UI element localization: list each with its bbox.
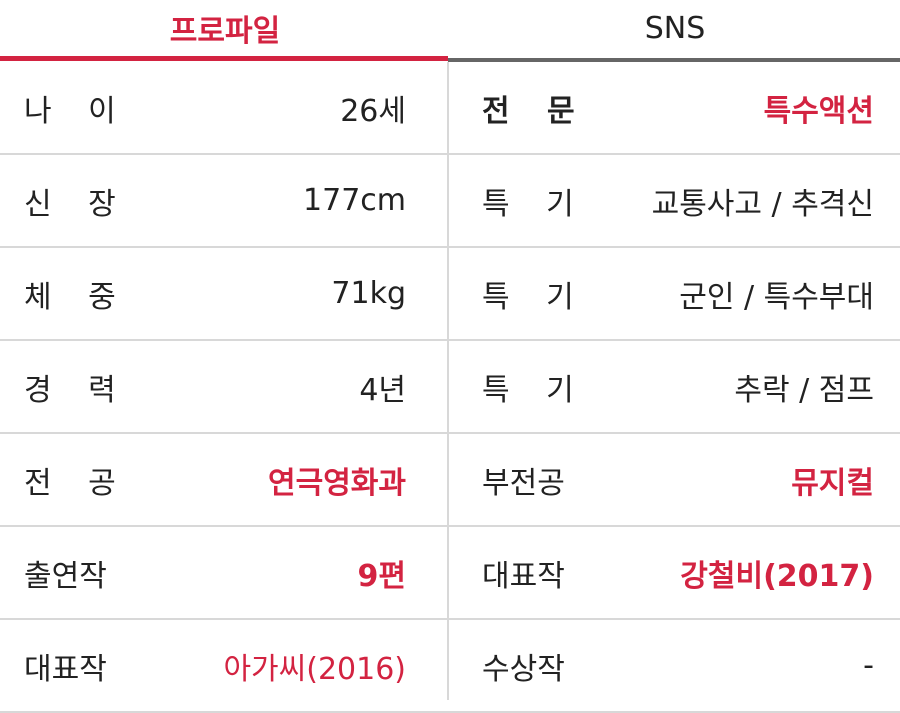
career-label: 경 력 [24,372,130,408]
tab-sns[interactable]: SNS [644,10,706,46]
table-row: 출연작 9편 대표작 강철비(2017) [0,527,900,620]
age-label: 나 이 [24,93,130,129]
award-work-label: 수상작 [482,651,565,687]
height-label: 신 장 [24,186,130,222]
weight-label: 체 중 [24,279,130,315]
skill-value: 추락 / 점프 [734,372,874,408]
representative-work-label: 대표작 [482,558,565,594]
table-row: 신 장 177cm 특 기 교통사고 / 추격신 [0,155,900,248]
profile-tabs: 프로파일 SNS [0,0,900,62]
skill-value: 군인 / 특수부대 [679,279,874,315]
appearances-value: 9편 [357,558,406,594]
minor-label: 부전공 [482,465,565,501]
representative-work-value: 강철비(2017) [680,558,874,594]
table-row: 체 중 71kg 특 기 군인 / 특수부대 [0,248,900,341]
skill-label: 특 기 [482,186,588,222]
weight-value: 71kg [331,276,406,311]
specialty-label: 전 문 [482,93,589,129]
profile-table: 나 이 26세 전 문 특수액션 신 장 177cm 특 기 교통사고 / 추격… [0,62,900,713]
career-value: 4년 [359,372,406,408]
major-value: 연극영화과 [268,465,406,501]
age-value: 26세 [340,93,406,129]
height-value: 177cm [303,183,406,218]
representative-work-label: 대표작 [24,651,107,687]
skill-value: 교통사고 / 추격신 [651,186,874,222]
major-label: 전 공 [24,465,130,501]
skill-label: 특 기 [482,372,588,408]
table-row: 경 력 4년 특 기 추락 / 점프 [0,341,900,434]
inactive-tab-underline [448,58,900,62]
table-row: 대표작 아가씨(2016) 수상작 - [0,620,900,713]
appearances-label: 출연작 [24,558,107,594]
column-divider [447,62,449,700]
minor-value: 뮤지컬 [791,465,874,501]
table-row: 나 이 26세 전 문 특수액션 [0,62,900,155]
award-work-value: - [863,648,874,683]
representative-work-value: 아가씨(2016) [223,651,406,687]
specialty-value: 특수액션 [763,93,874,129]
skill-label: 특 기 [482,279,588,315]
active-tab-underline [0,56,448,61]
tab-profile[interactable]: 프로파일 [169,14,281,49]
table-row: 전 공 연극영화과 부전공 뮤지컬 [0,434,900,527]
